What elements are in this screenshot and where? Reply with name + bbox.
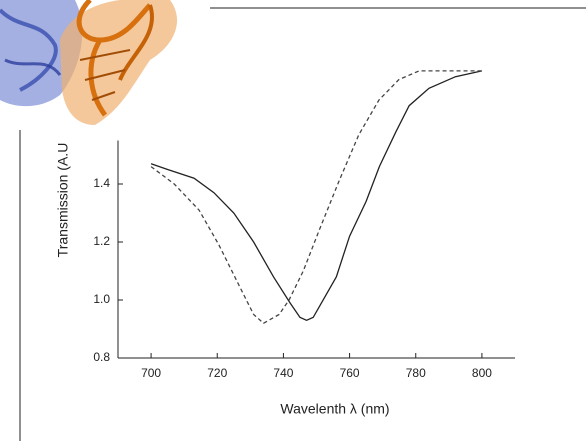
x-tick-label: 800 [472,366,492,380]
y-axis-label: Transmission (A.U [55,143,71,258]
series-line [150,70,483,322]
y-tick-label: 1.4 [93,176,110,190]
y-tick-label: 1.2 [93,234,110,248]
x-tick-label: 720 [207,366,227,380]
x-tick-label: 740 [273,366,293,380]
y-tick-label: 1.0 [93,292,110,306]
x-tick-label: 700 [141,366,161,380]
series-line [150,70,482,324]
plot: 0.8 1.0 1.2 1.4 700 720 740 760 780 800 [93,70,515,380]
y-tick-label: 0.8 [93,350,110,364]
x-tick-label: 780 [406,366,426,380]
x-tick-label: 760 [340,366,360,380]
protein-illustration [0,0,178,125]
x-axis-label: Wavelenth λ (nm) [280,401,389,417]
y-axis-label-group: Transmission (A.U [55,143,71,258]
